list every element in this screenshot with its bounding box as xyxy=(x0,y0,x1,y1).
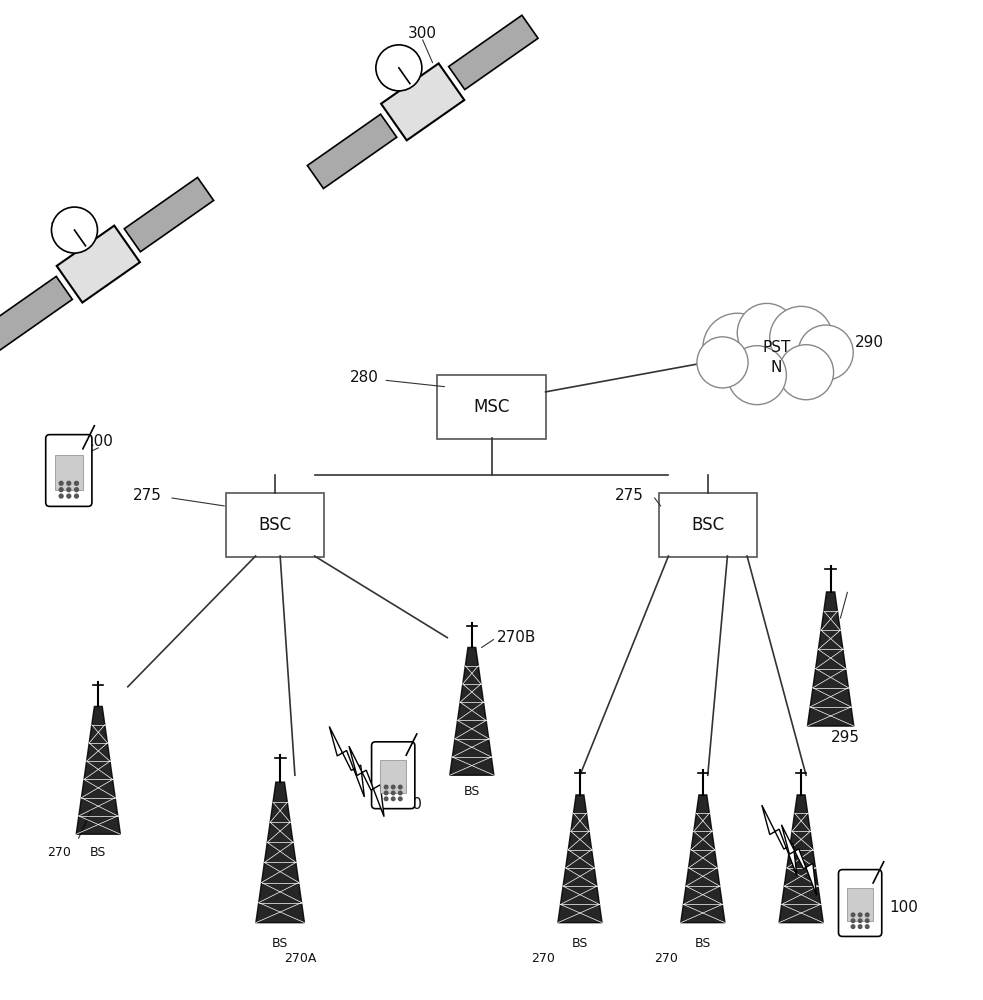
Circle shape xyxy=(798,325,853,380)
Polygon shape xyxy=(448,15,538,90)
Text: 100: 100 xyxy=(393,797,423,812)
Circle shape xyxy=(398,797,402,801)
Text: BS: BS xyxy=(90,846,106,859)
FancyBboxPatch shape xyxy=(847,888,873,921)
Circle shape xyxy=(398,791,402,795)
Circle shape xyxy=(67,488,71,492)
Circle shape xyxy=(770,306,833,369)
Text: 290: 290 xyxy=(855,335,885,350)
Text: BS: BS xyxy=(464,785,480,798)
Circle shape xyxy=(398,785,402,789)
Circle shape xyxy=(851,913,855,917)
Polygon shape xyxy=(807,592,854,726)
Circle shape xyxy=(75,481,79,485)
Text: 270A: 270A xyxy=(284,952,316,965)
Circle shape xyxy=(67,481,71,485)
Circle shape xyxy=(59,488,63,492)
Text: 270: 270 xyxy=(532,952,555,965)
Circle shape xyxy=(858,913,862,917)
FancyBboxPatch shape xyxy=(380,760,406,793)
Circle shape xyxy=(384,785,388,789)
Polygon shape xyxy=(308,114,397,189)
Polygon shape xyxy=(762,805,797,876)
FancyBboxPatch shape xyxy=(659,493,757,557)
Text: 270: 270 xyxy=(655,952,678,965)
FancyBboxPatch shape xyxy=(226,493,324,557)
Polygon shape xyxy=(349,746,384,817)
Text: 275: 275 xyxy=(134,488,162,503)
Circle shape xyxy=(865,913,869,917)
Circle shape xyxy=(391,785,395,789)
Circle shape xyxy=(376,45,422,91)
Circle shape xyxy=(737,303,796,362)
Circle shape xyxy=(59,494,63,498)
Text: 100: 100 xyxy=(890,900,918,915)
FancyBboxPatch shape xyxy=(437,375,546,439)
Text: BSC: BSC xyxy=(691,516,724,534)
Text: BS: BS xyxy=(572,937,588,950)
Circle shape xyxy=(384,791,388,795)
Text: BS: BS xyxy=(695,937,711,950)
Polygon shape xyxy=(77,706,120,834)
Circle shape xyxy=(51,207,97,253)
Polygon shape xyxy=(124,177,213,252)
Circle shape xyxy=(391,797,395,801)
Circle shape xyxy=(67,494,71,498)
Text: 275: 275 xyxy=(615,488,644,503)
Polygon shape xyxy=(329,726,365,797)
Circle shape xyxy=(59,481,63,485)
Circle shape xyxy=(851,919,855,922)
Circle shape xyxy=(779,345,834,400)
Text: 270: 270 xyxy=(47,846,71,859)
Text: 100: 100 xyxy=(84,434,113,449)
Circle shape xyxy=(851,925,855,928)
Circle shape xyxy=(858,919,862,922)
Text: 300: 300 xyxy=(408,26,437,41)
Circle shape xyxy=(865,925,869,928)
FancyBboxPatch shape xyxy=(55,455,83,490)
Text: BS: BS xyxy=(272,937,288,950)
Polygon shape xyxy=(781,825,817,895)
Text: MSC: MSC xyxy=(473,398,510,416)
Circle shape xyxy=(865,919,869,922)
Text: 270B: 270B xyxy=(496,630,536,645)
Polygon shape xyxy=(449,647,493,775)
Polygon shape xyxy=(680,795,724,923)
Text: N: N xyxy=(771,360,782,375)
Circle shape xyxy=(697,337,748,388)
FancyBboxPatch shape xyxy=(372,742,415,809)
Polygon shape xyxy=(256,782,305,923)
Polygon shape xyxy=(381,63,464,140)
Text: BSC: BSC xyxy=(259,516,292,534)
FancyBboxPatch shape xyxy=(838,870,882,936)
Text: 280: 280 xyxy=(350,370,378,385)
Circle shape xyxy=(384,797,388,801)
Circle shape xyxy=(75,488,79,492)
Circle shape xyxy=(858,925,862,928)
Circle shape xyxy=(727,346,786,405)
Polygon shape xyxy=(557,795,602,923)
Text: 300: 300 xyxy=(49,222,79,237)
Polygon shape xyxy=(0,276,73,351)
Polygon shape xyxy=(57,226,140,303)
Circle shape xyxy=(703,313,772,382)
Text: 295: 295 xyxy=(831,730,860,745)
FancyBboxPatch shape xyxy=(45,435,92,506)
Text: PST: PST xyxy=(763,340,790,355)
Polygon shape xyxy=(779,795,823,923)
Circle shape xyxy=(391,791,395,795)
Circle shape xyxy=(75,494,79,498)
